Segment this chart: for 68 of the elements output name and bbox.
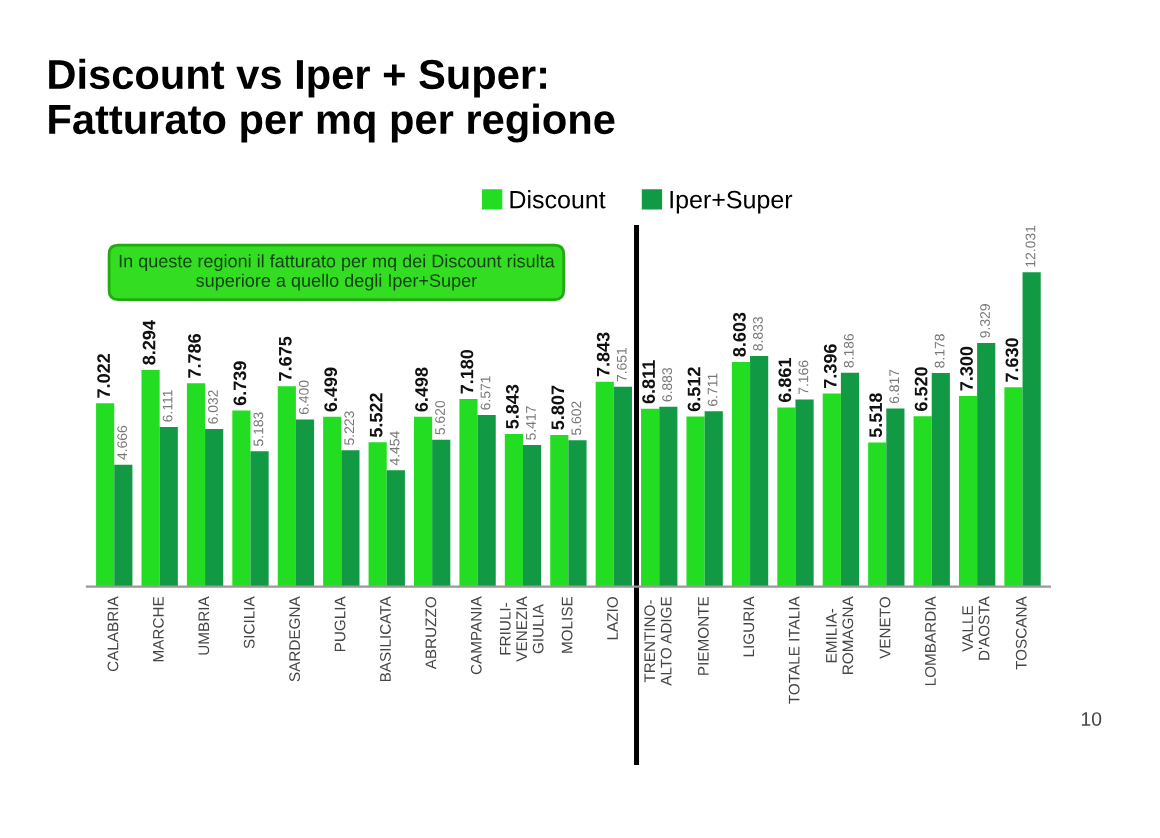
bar: [822, 393, 841, 587]
data-label: 7.675: [278, 336, 292, 381]
data-label: 5.807: [551, 385, 565, 430]
legend-label: Discount: [510, 190, 606, 209]
bar: [232, 410, 251, 587]
bar: [595, 381, 614, 587]
bar: [323, 416, 342, 587]
bar: [386, 470, 405, 587]
data-label: 5.522: [369, 393, 383, 438]
bar: [504, 433, 523, 587]
data-label: 5.518: [869, 393, 883, 438]
bar: [341, 450, 360, 587]
annotation: In queste regioni il fatturato per mq dei Discount risulta superiore a quello degli Iper+Super: [119, 254, 555, 291]
bar: [250, 451, 269, 587]
bar: [1004, 387, 1023, 587]
data-label: 6.520: [914, 367, 928, 411]
data-label: 7.022: [97, 354, 111, 398]
bar: [277, 386, 296, 587]
bar: [459, 399, 478, 587]
bar: [777, 407, 796, 587]
bar: [141, 369, 160, 587]
data-label: 5.843: [505, 384, 519, 429]
bar: [413, 416, 433, 587]
data-label: 6.512: [687, 367, 701, 412]
bar: [550, 434, 569, 587]
data-label: 6.739: [233, 361, 247, 406]
bar: [114, 464, 133, 587]
bar: [840, 372, 860, 587]
bar: [613, 386, 632, 587]
bar: [913, 416, 932, 587]
data-label: 7.180: [460, 349, 474, 394]
data-label: 7.396: [823, 344, 837, 388]
data-label: 6.811: [642, 360, 655, 404]
text: 10: [1081, 712, 1102, 726]
bar: [477, 414, 496, 587]
data-label: 8.603: [733, 312, 746, 357]
data-label: 8.294: [142, 320, 156, 365]
data-label: 6.498: [415, 367, 428, 412]
bar: [186, 383, 206, 587]
data-label: 6.499: [324, 367, 338, 412]
bar: [641, 408, 660, 587]
data-label: 7.300: [960, 346, 973, 391]
bar: [868, 442, 887, 587]
bar: [931, 372, 950, 587]
bar: [659, 406, 678, 587]
bar: [205, 429, 224, 587]
data-label: 7.843: [596, 332, 610, 377]
bar: [750, 355, 769, 587]
bar: [159, 426, 178, 587]
bar: [704, 411, 723, 587]
data-label: 7.630: [1005, 338, 1019, 382]
bar: [686, 416, 705, 587]
bar: [731, 361, 751, 587]
bar: [977, 342, 996, 587]
bar: [568, 440, 587, 587]
bar: [295, 419, 315, 587]
bar: [432, 439, 451, 587]
bar: [522, 445, 542, 587]
bar: [1022, 272, 1041, 587]
data-label: 6.861: [778, 358, 792, 403]
bar: [958, 395, 978, 587]
bar: [795, 399, 814, 587]
chart-title: Discount vs Iper + Super: Fatturato per mq per regione: [49, 58, 615, 143]
legend-label: Iper+Super: [670, 190, 793, 214]
bar: [96, 403, 115, 587]
data-label: 7.786: [188, 333, 201, 378]
bar: [886, 408, 905, 587]
bar: [368, 442, 387, 587]
